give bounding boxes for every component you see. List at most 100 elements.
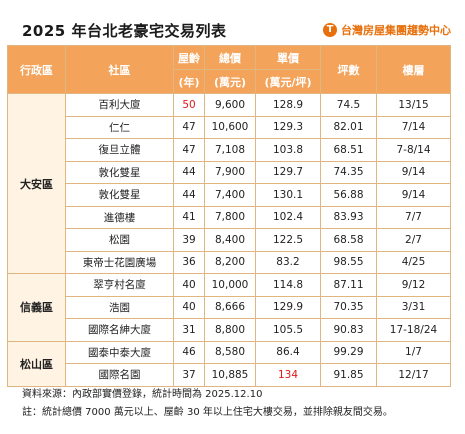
- area-cell: 90.83: [320, 318, 377, 342]
- area-cell: 74.35: [320, 160, 377, 184]
- area-cell: 83.93: [320, 205, 377, 229]
- header-community: 社區: [65, 45, 174, 94]
- table-row: 國際名紳大廈 31 8,800 105.5 90.83 17-18/24: [8, 318, 451, 342]
- total-price-cell: 8,580: [204, 340, 256, 364]
- unit-price-cell: 86.4: [255, 340, 321, 364]
- community-cell: 仁仁: [65, 115, 174, 139]
- header-age-unit: (年): [173, 69, 205, 94]
- table-row: 信義區 翠亨村名廈 40 10,000 114.8 87.11 9/12: [7, 273, 451, 342]
- unit-price-cell: 103.8: [255, 138, 321, 162]
- table-row: 敦化雙星 44 7,900 129.7 74.35 9/14: [8, 160, 451, 184]
- community-cell: 百利大廈: [65, 93, 174, 117]
- unit-price-cell: 134: [255, 363, 321, 387]
- floor-cell: 1/7: [376, 340, 451, 364]
- brand-logo: T 台灣房屋集團趨勢中心: [323, 22, 451, 38]
- area-cell: 68.58: [320, 228, 377, 252]
- header-floor: 樓層: [376, 45, 451, 94]
- remark-note: 註：統計總價 7000 萬元以上、屋齡 30 年以上住宅大樓交易，並排除親友間交…: [22, 407, 393, 418]
- total-price-cell: 8,666: [204, 295, 256, 319]
- unit-price-cell: 114.8: [255, 273, 321, 297]
- table-row: 松山區 國泰中泰大廈 46 8,580 86.4 99.29 1/7: [7, 340, 451, 387]
- district-cell: 大安區: [7, 93, 66, 274]
- floor-cell: 9/14: [376, 183, 451, 207]
- brand-name: 台灣房屋集團趨勢中心: [341, 24, 451, 37]
- area-cell: 74.5: [320, 93, 377, 117]
- unit-price-cell: 129.9: [255, 295, 321, 319]
- area-cell: 82.01: [320, 115, 377, 139]
- floor-cell: 13/15: [376, 93, 451, 117]
- total-price-cell: 7,900: [204, 160, 256, 184]
- header-total-price-unit: (萬元): [204, 69, 256, 94]
- table-row: 仁仁 47 10,600 129.3 82.01 7/14: [8, 115, 451, 139]
- total-price-cell: 9,600: [204, 93, 256, 117]
- total-price-cell: 8,800: [204, 318, 256, 342]
- table-row: 國際名園 37 10,885 134 91.85 12/17: [8, 363, 451, 387]
- age-cell: 47: [173, 115, 205, 139]
- floor-cell: 17-18/24: [376, 318, 451, 342]
- community-cell: 松園: [65, 228, 174, 252]
- district-cell: 松山區: [7, 340, 66, 387]
- source-note: 資料來源：內政部實價登錄，統計時間為 2025.12.10: [22, 389, 263, 400]
- community-cell: 浩園: [65, 295, 174, 319]
- age-cell: 39: [173, 228, 205, 252]
- page-title: 2025 年台北老豪宅交易列表: [22, 22, 227, 40]
- area-cell: 70.35: [320, 295, 377, 319]
- table-row: 敦化雙星 44 7,400 130.1 56.88 9/14: [8, 183, 451, 207]
- header-unit-price: 單價: [255, 45, 321, 70]
- age-cell: 36: [173, 250, 205, 274]
- age-cell: 40: [173, 273, 205, 297]
- age-cell: 41: [173, 205, 205, 229]
- area-cell: 56.88: [320, 183, 377, 207]
- table-row: 進德樓 41 7,800 102.4 83.93 7/7: [8, 205, 451, 229]
- floor-cell: 2/7: [376, 228, 451, 252]
- floor-cell: 9/14: [376, 160, 451, 184]
- community-cell: 敦化雙星: [65, 160, 174, 184]
- unit-price-cell: 122.5: [255, 228, 321, 252]
- floor-cell: 7/14: [376, 115, 451, 139]
- transaction-table: 行政區 社區 屋齡 總價 單價 坪數 樓層 (年) (萬元) (萬元/坪) 大安…: [7, 45, 451, 387]
- age-cell: 44: [173, 160, 205, 184]
- total-price-cell: 7,800: [204, 205, 256, 229]
- community-cell: 復旦立體: [65, 138, 174, 162]
- total-price-cell: 8,200: [204, 250, 256, 274]
- age-cell: 46: [173, 340, 205, 364]
- area-cell: 98.55: [320, 250, 377, 274]
- unit-price-cell: 105.5: [255, 318, 321, 342]
- total-price-cell: 8,400: [204, 228, 256, 252]
- table-row: 復旦立體 47 7,108 103.8 68.51 7-8/14: [8, 138, 451, 162]
- area-cell: 87.11: [320, 273, 377, 297]
- floor-cell: 3/31: [376, 295, 451, 319]
- header-total-price: 總價: [204, 45, 256, 70]
- brand-mark-icon: T: [323, 23, 337, 37]
- total-price-cell: 10,885: [204, 363, 256, 387]
- age-cell: 44: [173, 183, 205, 207]
- community-cell: 進德樓: [65, 205, 174, 229]
- table-row: 松園 39 8,400 122.5 68.58 2/7: [8, 228, 451, 252]
- area-cell: 99.29: [320, 340, 377, 364]
- table-row: 大安區 百利大廈 50 9,600 128.9 74.5 13/15: [7, 93, 451, 274]
- header-district: 行政區: [7, 45, 66, 94]
- community-cell: 翠亨村名廈: [65, 273, 174, 297]
- total-price-cell: 7,108: [204, 138, 256, 162]
- total-price-cell: 10,000: [204, 273, 256, 297]
- table-row: 浩園 40 8,666 129.9 70.35 3/31: [8, 295, 451, 319]
- table-row: 東帝士花園廣場 36 8,200 83.2 98.55 4/25: [8, 250, 451, 274]
- age-cell: 50: [173, 93, 205, 117]
- community-cell: 東帝士花園廣場: [65, 250, 174, 274]
- community-cell: 國際名園: [65, 363, 174, 387]
- table-body: 大安區 百利大廈 50 9,600 128.9 74.5 13/15 仁仁 47 10,600 12…: [7, 93, 451, 387]
- floor-cell: 7/7: [376, 205, 451, 229]
- unit-price-cell: 129.7: [255, 160, 321, 184]
- unit-price-cell: 128.9: [255, 93, 321, 117]
- total-price-cell: 7,400: [204, 183, 256, 207]
- floor-cell: 9/12: [376, 273, 451, 297]
- area-cell: 91.85: [320, 363, 377, 387]
- age-cell: 37: [173, 363, 205, 387]
- floor-cell: 4/25: [376, 250, 451, 274]
- community-cell: 國際名紳大廈: [65, 318, 174, 342]
- age-cell: 31: [173, 318, 205, 342]
- unit-price-cell: 102.4: [255, 205, 321, 229]
- header-area: 坪數: [320, 45, 377, 94]
- unit-price-cell: 83.2: [255, 250, 321, 274]
